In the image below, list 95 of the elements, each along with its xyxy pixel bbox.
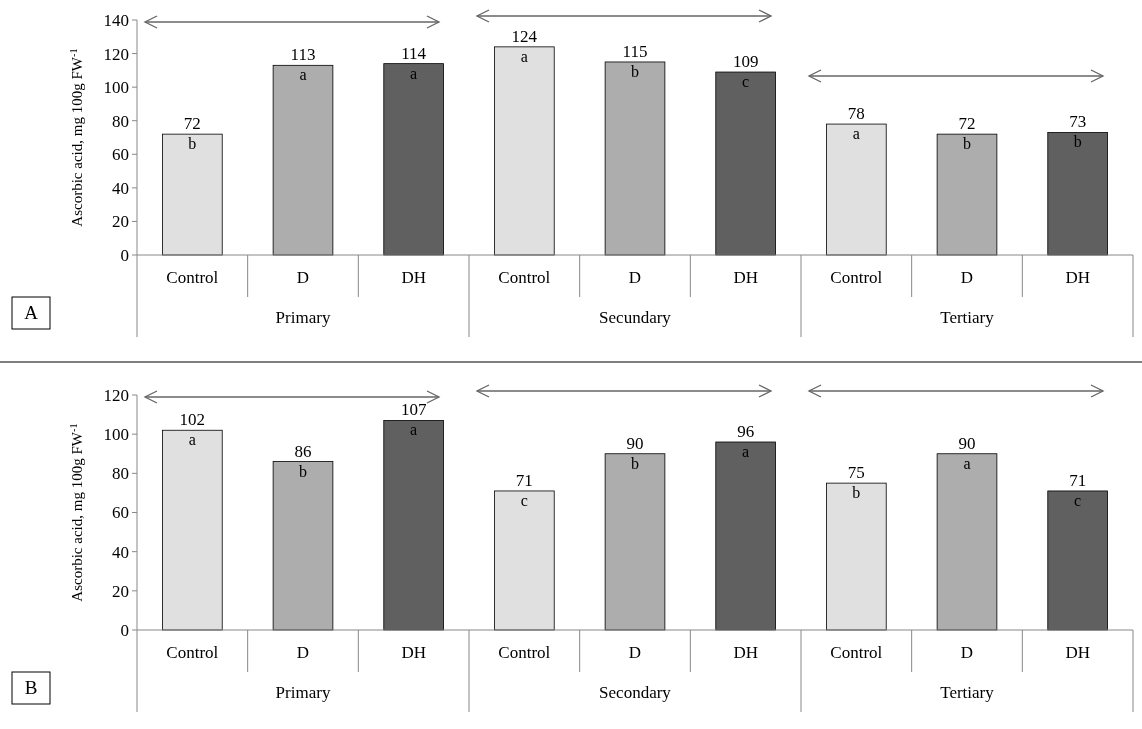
x-tick-label: DH <box>1065 643 1090 662</box>
bar <box>162 133 223 256</box>
x-tick-label: D <box>296 643 310 662</box>
data-label: 73 <box>1069 112 1087 132</box>
x-tick-label: Control <box>166 643 219 662</box>
data-label: 90 <box>958 433 976 453</box>
text: B <box>24 677 38 698</box>
annotation: b <box>299 462 307 480</box>
data-label: 124 <box>511 26 538 46</box>
y-tick-label: 60 <box>112 503 129 523</box>
x-tick-label: Control <box>498 643 551 662</box>
text: Tertiary <box>940 308 995 327</box>
bar <box>715 441 776 631</box>
x-tick-label: DH <box>1065 268 1090 287</box>
y-tick-label: 0 <box>120 620 129 640</box>
annotation: b <box>1073 133 1082 151</box>
x-tick-label: Control <box>166 268 219 287</box>
annotation: b <box>852 484 861 502</box>
x-tick-label: DH <box>401 643 426 662</box>
data-label: 72 <box>183 114 201 134</box>
annotation: c <box>520 491 528 509</box>
y-tick-label: 40 <box>112 542 129 562</box>
annotation: a <box>520 47 528 65</box>
text: A <box>24 302 39 323</box>
y-tick-label: 60 <box>112 145 129 165</box>
x-tick-label: D <box>960 643 974 662</box>
y-tick-label: 20 <box>112 581 129 601</box>
data-label: 78 <box>847 104 865 124</box>
text: Secondary <box>599 683 672 702</box>
bar <box>936 453 998 631</box>
annotation: c <box>1074 491 1082 509</box>
bar <box>494 490 555 631</box>
bar <box>383 63 444 256</box>
y-tick-label: 80 <box>112 464 129 484</box>
text: Primary <box>275 683 331 702</box>
data-label: 90 <box>626 433 644 453</box>
annotation: b <box>188 135 197 153</box>
y-tick-label: 80 <box>112 111 129 131</box>
annotation: b <box>631 62 639 80</box>
bar <box>715 71 776 256</box>
y-tick-label: 40 <box>112 178 129 198</box>
data-label: 109 <box>732 52 759 72</box>
annotation: a <box>963 454 971 472</box>
annotation: a <box>852 125 860 143</box>
x-tick-label: Control <box>830 643 883 662</box>
bar <box>272 64 334 256</box>
bar <box>272 461 334 631</box>
data-label: 113 <box>290 45 316 65</box>
data-label: 71 <box>1069 470 1087 490</box>
x-tick-label: D <box>628 643 642 662</box>
bar <box>936 133 998 256</box>
x-tick-label: DH <box>401 268 426 287</box>
annotation: c <box>742 73 750 91</box>
bar <box>162 429 223 631</box>
data-label: 96 <box>737 422 755 441</box>
x-tick-label: D <box>296 268 310 287</box>
bar <box>494 46 555 256</box>
y-tick-label: 120 <box>103 385 129 405</box>
bar <box>1047 132 1108 256</box>
y-tick-label: 140 <box>103 10 129 30</box>
y-tick-label: 0 <box>120 245 129 265</box>
annotation: a <box>410 64 418 82</box>
annotation: b <box>963 135 971 153</box>
y-tick-label: 100 <box>103 78 129 98</box>
annotation: a <box>410 421 418 439</box>
annotation: a <box>188 431 196 449</box>
data-label: 86 <box>294 441 312 461</box>
data-label: 102 <box>179 410 206 430</box>
bar <box>604 453 666 631</box>
text: Primary <box>275 308 331 327</box>
x-tick-label: Control <box>498 268 551 287</box>
data-label: 75 <box>847 463 865 483</box>
text: Secundary <box>599 308 672 327</box>
data-label: 72 <box>958 114 976 134</box>
annotation: a <box>742 443 750 460</box>
x-tick-label: D <box>628 268 642 287</box>
x-tick-label: DH <box>733 643 758 662</box>
data-label: 114 <box>401 43 427 63</box>
annotation: a <box>299 66 307 84</box>
data-label: 107 <box>400 400 427 420</box>
bar <box>826 123 887 256</box>
x-tick-label: D <box>960 268 974 287</box>
y-tick-label: 100 <box>103 425 129 445</box>
annotation: b <box>631 454 639 472</box>
text: Tertiary <box>940 683 995 702</box>
bar <box>826 482 887 631</box>
y-tick-label: 20 <box>112 212 129 232</box>
bar <box>604 61 666 256</box>
x-tick-label: DH <box>733 268 758 287</box>
data-label: 71 <box>515 470 533 490</box>
y-tick-label: 120 <box>103 44 129 64</box>
bar <box>1047 490 1108 631</box>
data-label: 115 <box>622 41 648 61</box>
x-tick-label: Control <box>830 268 883 287</box>
bar <box>383 420 444 631</box>
